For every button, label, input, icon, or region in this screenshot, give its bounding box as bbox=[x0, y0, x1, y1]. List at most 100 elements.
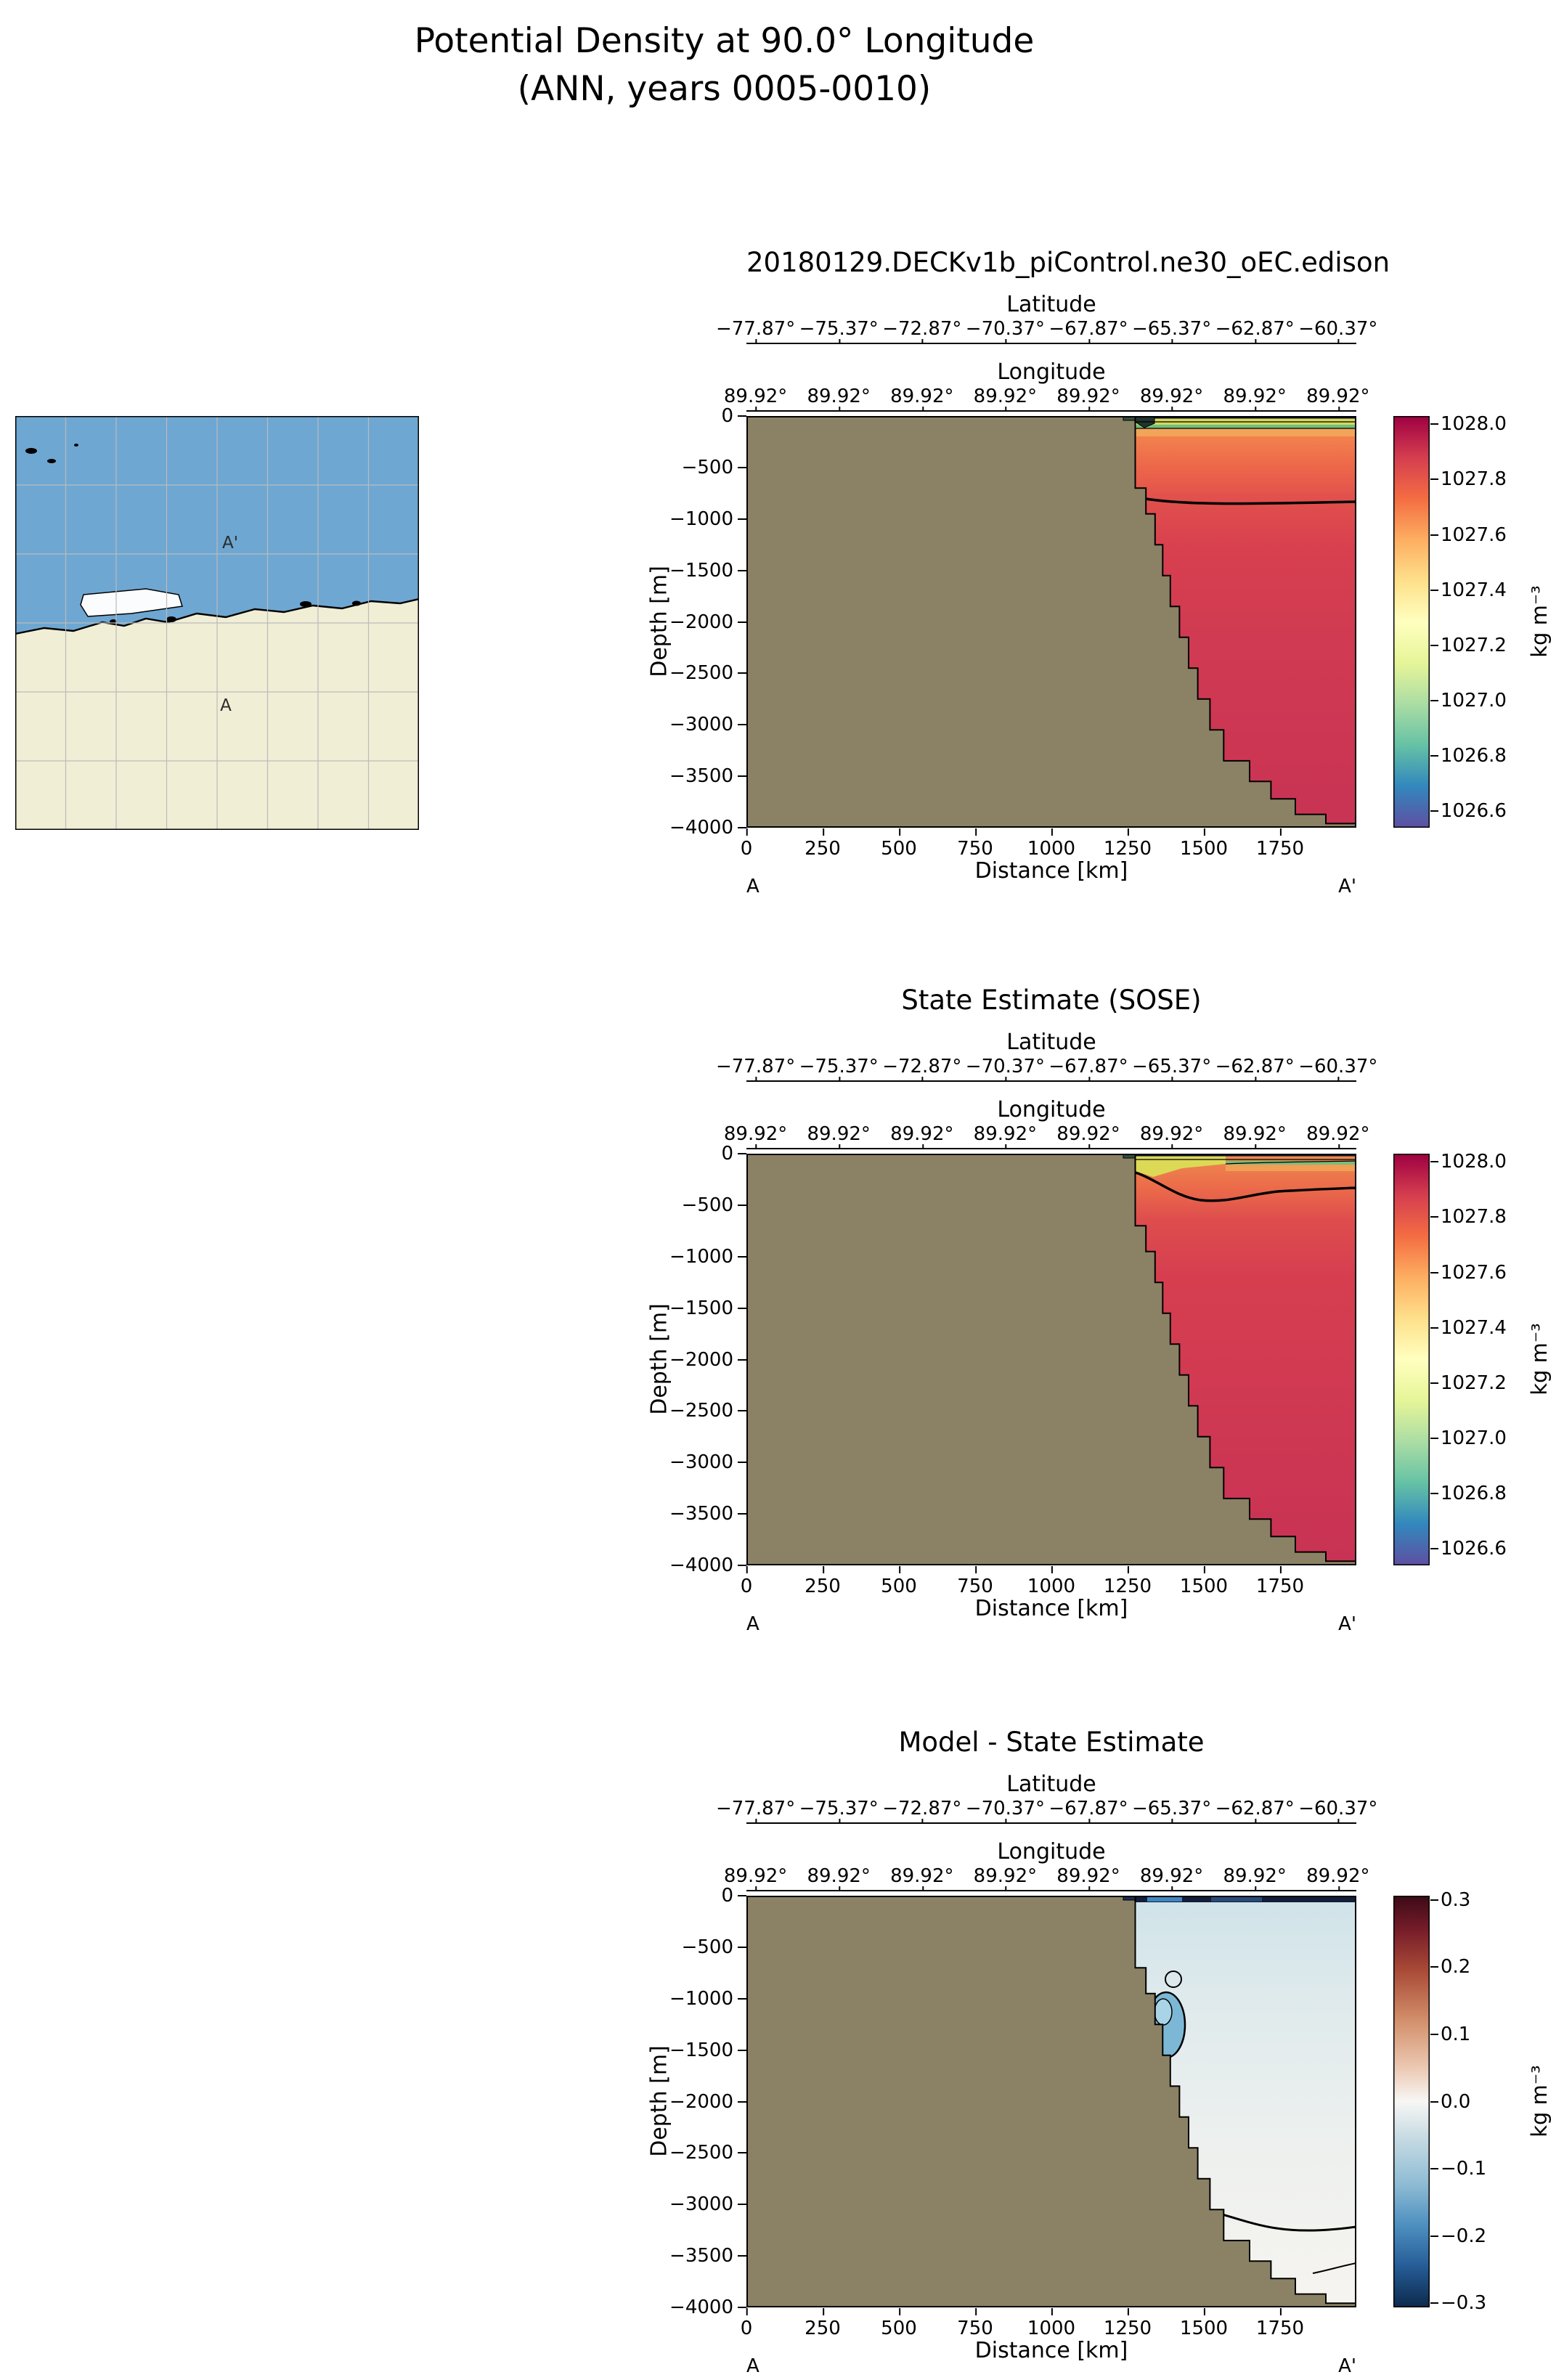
tick-label: 250 bbox=[805, 2308, 841, 2339]
section-end-label: A' bbox=[1338, 876, 1356, 897]
map-island bbox=[25, 448, 37, 454]
bathymetry-outline bbox=[1134, 1154, 1356, 1562]
longitude-tick-labels: 89.92° 89.92° 89.92° 89.92° 89.92° 89.92° 89.9… bbox=[724, 1864, 1370, 1891]
tick-label: −3000 bbox=[669, 2193, 746, 2216]
tick-label: 89.92° bbox=[807, 1865, 871, 1891]
tick-label: 89.92° bbox=[807, 386, 871, 412]
tick-label: 1027.2 bbox=[1430, 634, 1507, 656]
tick-label: 500 bbox=[881, 2308, 917, 2339]
figure-title: Potential Density at 90.0° Longitude (AN… bbox=[0, 17, 1449, 113]
section-svg bbox=[746, 1154, 1356, 1565]
section-start-label: A bbox=[746, 2355, 759, 2377]
depth-tick-labels: 0 −500 −1000 −1500 −2000 −2500 −3000 −3500 −4000 bbox=[639, 1143, 747, 1576]
longitude-axis-label: Longitude bbox=[997, 359, 1106, 385]
bathymetry-outline bbox=[1134, 416, 1356, 825]
tick-label: −60.37° bbox=[1298, 318, 1377, 344]
tick-label: 750 bbox=[957, 1566, 993, 1597]
colorbar-unit-label: kg m⁻³ bbox=[1527, 585, 1552, 658]
tick-label: −77.87° bbox=[716, 318, 795, 344]
tick-label: 89.92° bbox=[974, 386, 1037, 412]
tick-label: 1027.4 bbox=[1430, 579, 1507, 601]
bathymetry-outline bbox=[1134, 1896, 1356, 2304]
tick-label: 0.1 bbox=[1430, 2023, 1471, 2045]
tick-label: −1500 bbox=[669, 559, 746, 582]
map-island bbox=[74, 444, 78, 447]
colorbar-gradient bbox=[1393, 1896, 1430, 2307]
colorbar-unit-label: kg m⁻³ bbox=[1527, 1323, 1552, 1395]
tick-label: −75.37° bbox=[799, 1056, 879, 1082]
tick-label: 89.92° bbox=[1140, 386, 1203, 412]
tick-label: 1027.6 bbox=[1430, 1261, 1507, 1284]
tick-label: −2500 bbox=[669, 2142, 746, 2164]
tick-label: 89.92° bbox=[1140, 1865, 1203, 1891]
map-svg: A' A bbox=[15, 416, 419, 830]
map-label-a-prime: A' bbox=[222, 534, 238, 553]
tick-label: 89.92° bbox=[1056, 1865, 1120, 1891]
tick-label: 1027.6 bbox=[1430, 523, 1507, 546]
latitude-axis-label: Latitude bbox=[1006, 292, 1096, 317]
tick-label: 1000 bbox=[1027, 1566, 1076, 1597]
plot-border bbox=[746, 1154, 1356, 1565]
tick-label: −62.87° bbox=[1215, 1056, 1295, 1082]
tick-label: 0.2 bbox=[1430, 1956, 1471, 1978]
tick-label: −0.1 bbox=[1430, 2158, 1487, 2180]
tick-label: −70.37° bbox=[966, 318, 1045, 344]
section-svg bbox=[746, 1896, 1356, 2307]
bold-isopycnal-contour bbox=[1135, 1171, 1356, 1202]
density-section-plot bbox=[746, 416, 1356, 828]
tick-label: −60.37° bbox=[1298, 1798, 1377, 1824]
tick-label: −0.3 bbox=[1430, 2292, 1487, 2315]
sose-panel: State Estimate (SOSE) Latitude −77.87° −7… bbox=[639, 985, 1564, 1638]
tick-label: 89.92° bbox=[724, 1123, 787, 1149]
tick-label: 1750 bbox=[1255, 2308, 1305, 2339]
tick-label: −3000 bbox=[669, 1451, 746, 1474]
colorbar-tick-labels: 1028.0 1027.8 1027.6 1027.4 1027.2 1027.0 1026… bbox=[1430, 1151, 1549, 1565]
colorbar-tick-labels: 1028.0 1027.8 1027.6 1027.4 1027.2 1027.0 1026… bbox=[1430, 413, 1549, 828]
colorbar-svg bbox=[1393, 1896, 1430, 2307]
latitude-axis-label: Latitude bbox=[1006, 1772, 1096, 1797]
longitude-tick-labels: 89.92° 89.92° 89.92° 89.92° 89.92° 89.92° 89.9… bbox=[724, 384, 1370, 412]
depth-tick-labels: 0 −500 −1000 −1500 −2000 −2500 −3000 −3500 −4000 bbox=[639, 405, 747, 839]
tick-label: −3500 bbox=[669, 765, 746, 788]
longitude-axis-label: Longitude bbox=[997, 1097, 1106, 1122]
tick-label: 1027.0 bbox=[1430, 1427, 1507, 1450]
colorbar-unit-label: kg m⁻³ bbox=[1527, 2065, 1552, 2137]
tick-label: −3500 bbox=[669, 1503, 746, 1525]
tick-label: 89.92° bbox=[890, 386, 954, 412]
colorbar-gradient bbox=[1393, 416, 1430, 828]
tick-label: −500 bbox=[681, 456, 747, 478]
tick-label: 1027.0 bbox=[1430, 690, 1507, 712]
tick-label: 1026.6 bbox=[1430, 1538, 1507, 1560]
tick-label: 89.92° bbox=[1223, 386, 1287, 412]
model-panel: 20180129.DECKv1b_piControl.ne30_oEC.edis… bbox=[639, 247, 1564, 900]
tick-label: −77.87° bbox=[716, 1056, 795, 1082]
tick-label: 0.3 bbox=[1430, 1888, 1471, 1911]
tick-label: −67.87° bbox=[1048, 1056, 1128, 1082]
tick-label: −500 bbox=[681, 1194, 747, 1216]
tick-label: −70.37° bbox=[966, 1056, 1045, 1082]
tick-label: 89.92° bbox=[807, 1123, 871, 1149]
tick-label: −0.2 bbox=[1430, 2225, 1487, 2247]
tick-label: 250 bbox=[805, 1566, 841, 1597]
tick-label: 0 bbox=[740, 1566, 753, 1597]
tick-label: 89.92° bbox=[890, 1123, 954, 1149]
map-island bbox=[47, 459, 56, 463]
tick-label: −75.37° bbox=[799, 1798, 879, 1824]
figure-title-line1: Potential Density at 90.0° Longitude bbox=[414, 21, 1035, 61]
location-map-inset: A' A bbox=[15, 416, 419, 830]
panel-title: Model - State Estimate bbox=[898, 1727, 1205, 1758]
tick-label: 1026.6 bbox=[1430, 800, 1507, 823]
bold-isopycnal-contour bbox=[1136, 496, 1356, 505]
latitude-tick-labels: −77.87° −75.37° −72.87° −70.37° −67.87° −65.3… bbox=[716, 317, 1377, 344]
colorbar-gradient bbox=[1393, 1154, 1430, 1565]
tick-label: 89.92° bbox=[1223, 1865, 1287, 1891]
colorbar-svg bbox=[1393, 1154, 1430, 1565]
tick-label: 0 bbox=[721, 405, 746, 427]
map-border bbox=[15, 416, 419, 830]
latitude-axis-label: Latitude bbox=[1006, 1030, 1096, 1055]
tick-label: 1750 bbox=[1255, 828, 1305, 860]
latitude-tick-labels: −77.87° −75.37° −72.87° −70.37° −67.87° −65.3… bbox=[716, 1796, 1377, 1824]
section-end-label: A' bbox=[1338, 1613, 1356, 1635]
tick-label: 0.0 bbox=[1430, 2090, 1471, 2113]
tick-label: 500 bbox=[881, 1566, 917, 1597]
